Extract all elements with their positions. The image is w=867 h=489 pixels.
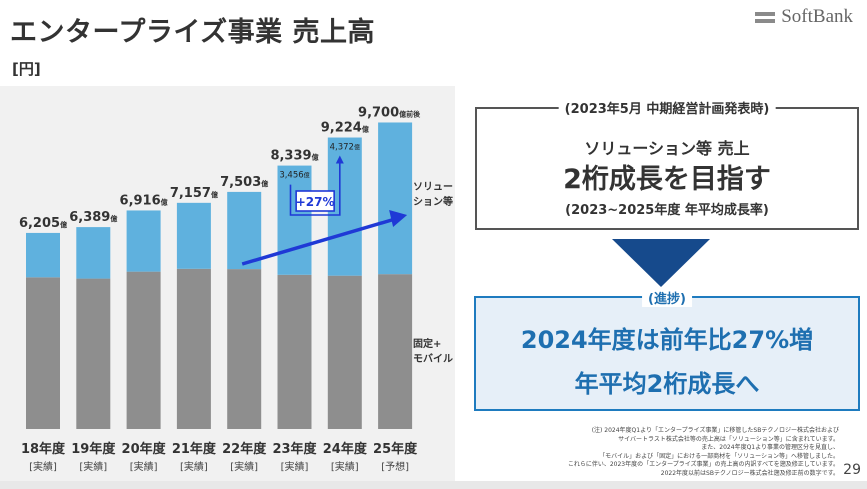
bar-solutions [76,227,111,279]
plan-box-line2: 2桁成長を目指す [563,164,771,195]
plan-box: (2023年5月 中期経営計画発表時) ソリューション等 売上 2桁成長を目指す… [475,98,859,230]
progress-box: (進捗) 2024年度は前年比27%増 年平均2桁成長へ [474,288,860,411]
page-title: エンタープライズ事業 売上高 [10,17,375,48]
total-value-label: 7,503億 [220,175,268,190]
footnote-line: また、2024年度Q1より事業の管理区分を見直し、 [701,444,839,452]
total-value-label: 7,157億 [170,186,218,201]
legend-fixed-mobile-label: モバイル [413,353,453,365]
footnote-line: これらに伴い、2023年度の「エンタープライズ事業」の売上高の内訳すべてを遡及修… [567,461,839,469]
bar-solutions [176,202,211,269]
growth-arrowhead-icon [335,155,344,164]
plan-box-header: (2023年5月 中期経営計画発表時) [558,98,776,117]
unit-label: [円] [12,60,41,78]
bar-fixed-mobile [26,277,60,429]
segment-value-label: 4,372億 [330,143,360,153]
category-label: 19年度 [71,441,116,457]
bar-fixed-mobile [76,278,111,429]
category-note: [実績] [331,460,359,473]
category-label: 24年度 [323,441,368,457]
progress-box-header: (進捗) [642,288,692,307]
category-note: [実績] [230,460,258,473]
revenue-chart: 6,205億 18年度 [実績] 6,389億 19年度 [実績] 6,916億 20年度 [実… [19,105,453,473]
total-value-label: 8,339億 [270,149,318,164]
total-value-label: 6,389億 [69,210,117,225]
plan-box-line3: (2023~2025年度 年平均成長率) [565,203,769,218]
growth-label: +27% [296,195,335,209]
bar-fixed-mobile [378,274,413,429]
category-label: 20年度 [122,441,167,457]
category-label: 23年度 [272,441,317,457]
footnote-line: (注) 2024年度Q1より「エンタープライズ事業」に移管したSBテクノロジー株… [591,427,839,434]
page-number: 29 [843,462,861,478]
bar-solutions [227,191,262,270]
bar-fixed-mobile [176,268,211,429]
progress-box-line1: 2024年度は前年比27%増 [520,326,814,354]
trend-arrow-line [241,217,396,266]
growth-bracket [289,162,341,216]
logo-bars-icon [755,11,776,23]
trend-arrowhead-icon [389,210,408,227]
footnote-line: 2022年度以前はSBテクノロジー株式会社遡及修正前の数字です。 [660,469,839,477]
legend-fixed-mobile-label: 固定+ [413,337,441,350]
bar-solutions [26,232,60,278]
bar-solutions [378,122,413,275]
legend-solutions-label: ション等 [413,195,453,208]
category-note: [実績] [180,460,208,473]
total-value-label: 9,224億 [321,121,369,136]
category-note: [実績] [281,460,309,473]
progress-box-line2: 年平均2桁成長へ [574,370,760,398]
category-note: [実績] [130,460,158,473]
legend-solutions-label: ソリュー [413,181,453,193]
category-label: 22年度 [222,441,267,457]
bar-solutions [126,210,161,272]
bar-fixed-mobile [277,274,312,429]
category-note: [予想] [381,460,409,473]
plan-box-line1: ソリューション等 売上 [584,139,750,158]
total-value-label: 6,916億 [120,193,168,208]
category-label: 21年度 [172,441,217,457]
category-note: [実績] [29,460,57,473]
segment-value-label: 3,456億 [279,171,309,181]
footer-strip [0,481,867,489]
logo-text: SoftBank [781,6,853,27]
category-label: 25年度 [373,441,418,457]
growth-badge [295,190,335,212]
category-note: [実績] [79,460,107,473]
category-label: 18年度 [21,441,66,457]
footnote-line: 「モバイル」および「固定」における一部商材を「ソリューション等」へ移管しました。 [599,452,839,460]
bar-solutions [277,165,312,275]
footnote-line: サイバートラスト株式会社等の売上高は「ソリューション等」に含まれています。 [618,435,839,443]
footnotes: (注) 2024年度Q1より「エンタープライズ事業」に移管したSBテクノロジー株… [509,427,839,479]
bar-fixed-mobile [126,271,161,429]
bar-fixed-mobile [327,275,362,429]
down-arrow-icon [612,239,710,287]
total-value-label: 9,700億前後 [358,105,421,120]
bar-fixed-mobile [227,269,262,429]
softbank-logo: SoftBank [755,6,853,28]
total-value-label: 6,205億 [19,216,67,231]
